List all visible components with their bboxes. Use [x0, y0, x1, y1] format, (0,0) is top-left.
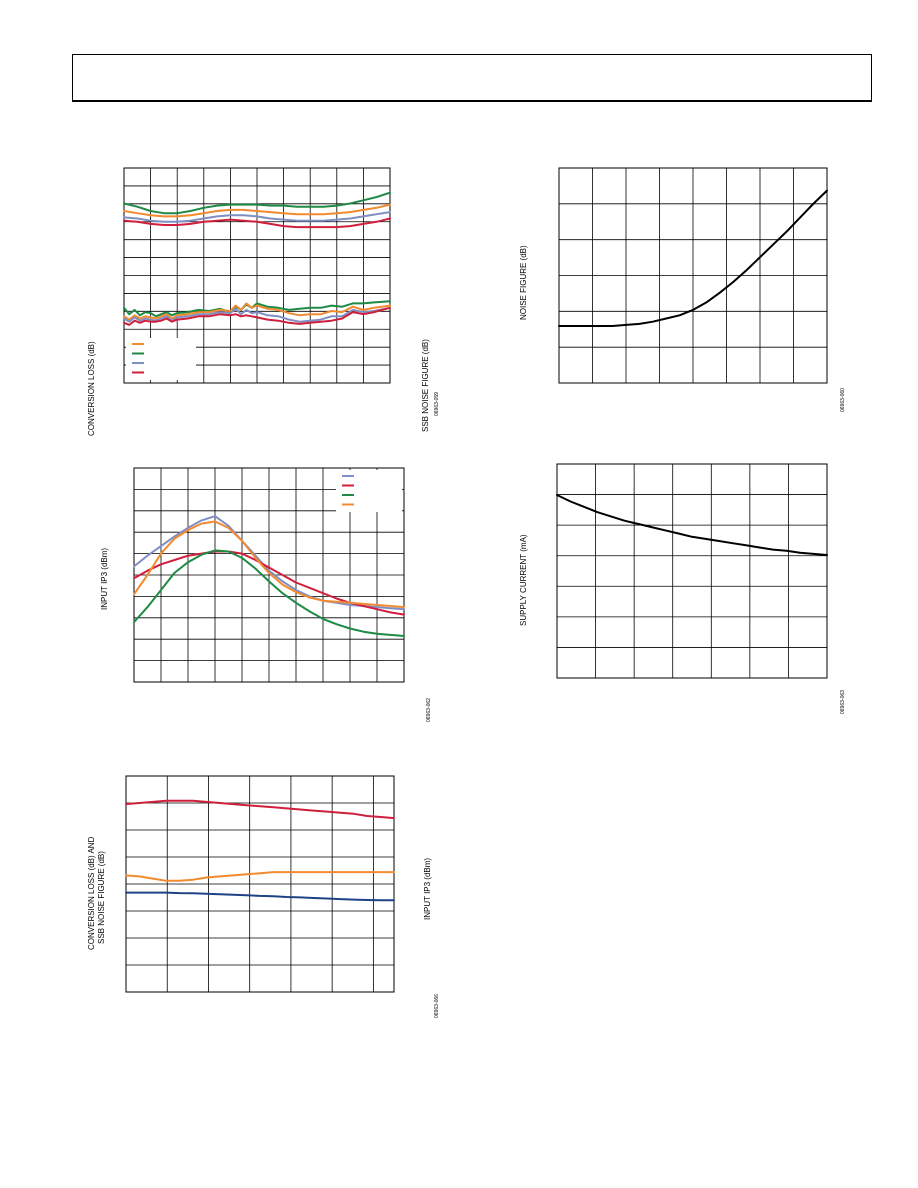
y-axis-label-line1: CONVERSION LOSS (dB) AND [87, 836, 96, 950]
series-line-4 [133, 520, 405, 609]
plot-area [125, 775, 395, 993]
figure-id-label: 06963-066 [434, 994, 440, 1018]
chart-input-ip3: INPUT IP3 (dBm) 06963-062 [100, 467, 432, 722]
plot-frame [125, 775, 395, 993]
series-line-1 [125, 799, 395, 820]
series-line-6 [123, 302, 391, 321]
series-line-1 [123, 203, 391, 218]
y2-axis-label: SSB NOISE FIGURE (dB) [421, 339, 430, 432]
plot-area [558, 167, 828, 384]
chart-conversion-loss-and-ip3: CONVERSION LOSS (dB) AND SSB NOISE FIGUR… [87, 775, 440, 1018]
series-line-2 [125, 871, 395, 882]
figure-id-label: 06963-060 [840, 388, 846, 412]
plot-frame [123, 167, 391, 384]
series-line-1 [556, 494, 828, 556]
plot-area [556, 463, 828, 679]
y2-axis-label: INPUT IP3 (dBm) [423, 858, 432, 920]
series-line-3 [133, 549, 405, 637]
series-line-2 [133, 550, 405, 616]
chart-conversion-loss-noise-figure: CONVERSION LOSS (dB) SSB NOISE FIGURE (d… [87, 167, 440, 436]
page-header-box [72, 54, 872, 102]
figure-id-label: 06963-059 [434, 392, 440, 416]
y-axis-label: SUPPLY CURRENT (mA) [519, 534, 528, 626]
chart-supply-current: SUPPLY CURRENT (mA) 06963-063 [519, 463, 846, 714]
series-line-8 [123, 306, 391, 326]
series-line-2 [123, 191, 391, 215]
figure-id-label: 06963-062 [426, 698, 432, 722]
series-line-3 [125, 891, 395, 902]
series-line-3 [123, 211, 391, 223]
figure-id-label: 06963-063 [840, 690, 846, 714]
y-axis-label-line2: SSB NOISE FIGURE (dB) [97, 851, 106, 944]
series-line-1 [558, 189, 828, 327]
chart-noise-figure: NOISE FIGURE (dB) 06963-060 [519, 167, 846, 412]
plot-area [133, 467, 405, 683]
plot-frame [133, 467, 405, 683]
plot-frame [558, 167, 828, 384]
series-line-7 [123, 306, 391, 323]
y-axis-label: NOISE FIGURE (dB) [519, 245, 528, 320]
plot-area [123, 167, 391, 384]
y-axis-label: CONVERSION LOSS (dB) [87, 341, 96, 436]
plot-frame [556, 463, 828, 679]
y-axis-label: INPUT IP3 (dBm) [100, 548, 109, 610]
series-line-4 [123, 217, 391, 229]
